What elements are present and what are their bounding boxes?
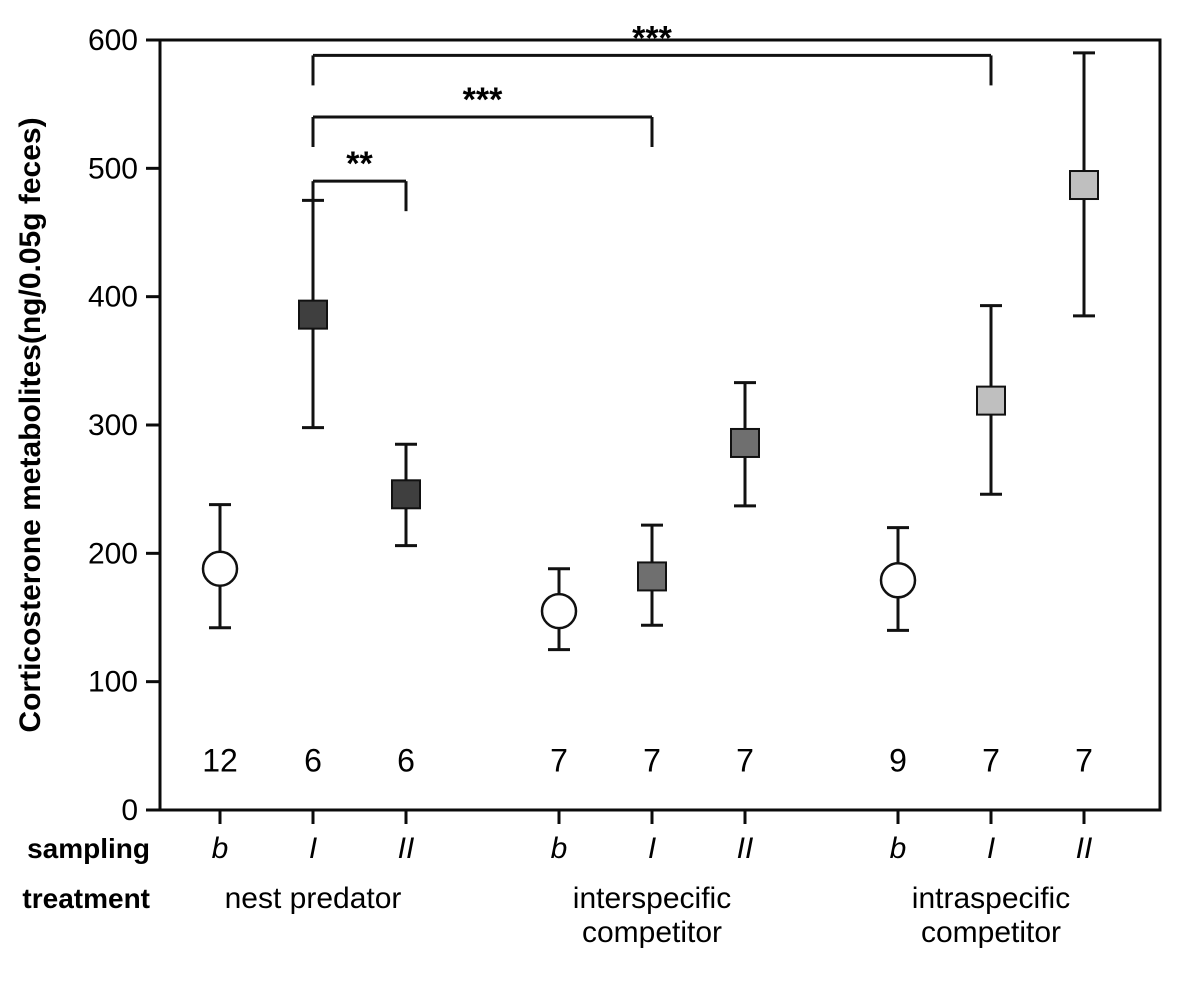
data-marker-square [299, 301, 327, 329]
data-marker-square [638, 562, 666, 590]
sampling-label: I [309, 832, 317, 865]
n-label: 9 [889, 743, 907, 779]
sig-label: *** [463, 81, 503, 119]
data-marker-square [1070, 171, 1098, 199]
y-tick-label: 200 [88, 537, 138, 570]
y-axis-title: Corticosterone metabolites(ng/0.05g fece… [14, 117, 47, 732]
n-label: 12 [202, 743, 238, 779]
y-tick-label: 500 [88, 152, 138, 185]
n-label: 7 [1075, 743, 1093, 779]
sampling-label: b [212, 832, 229, 865]
n-label: 7 [982, 743, 1000, 779]
n-label: 7 [550, 743, 568, 779]
data-marker-circle [542, 594, 576, 628]
treatment-label: interspecific [573, 882, 731, 915]
n-label: 7 [736, 743, 754, 779]
data-marker-square [392, 480, 420, 508]
sig-label: ** [346, 145, 373, 183]
n-label: 6 [304, 743, 322, 779]
chart-svg: 0 100 200 300 400 500 600 Corticosterone metabo… [0, 0, 1200, 985]
data-marker-circle [203, 552, 237, 586]
treatment-label: intraspecific [912, 882, 1070, 915]
data-marker-square [731, 429, 759, 457]
n-label: 7 [643, 743, 661, 779]
y-tick-label: 0 [121, 794, 138, 827]
y-tick-label: 600 [88, 24, 138, 57]
treatment-label: nest predator [225, 882, 402, 915]
sampling-label: I [648, 832, 656, 865]
n-label: 6 [397, 743, 415, 779]
data-marker-circle [881, 563, 915, 597]
sampling-label: I [987, 832, 995, 865]
sampling-label: b [890, 832, 907, 865]
sampling-label: b [551, 832, 568, 865]
chart-container: 0 100 200 300 400 500 600 Corticosterone metabo… [0, 0, 1200, 985]
sig-label: *** [632, 19, 672, 57]
treatment-label: competitor [582, 916, 722, 949]
row-title-sampling: sampling [27, 833, 150, 864]
sampling-label: II [737, 832, 754, 865]
y-tick-label: 400 [88, 281, 138, 314]
row-title-treatment: treatment [22, 883, 150, 914]
plot-border [160, 40, 1160, 810]
y-tick-label: 300 [88, 409, 138, 442]
y-tick-label: 100 [88, 666, 138, 699]
treatment-label: competitor [921, 916, 1061, 949]
sampling-label: II [398, 832, 415, 865]
sampling-label: II [1076, 832, 1093, 865]
data-marker-square [977, 387, 1005, 415]
